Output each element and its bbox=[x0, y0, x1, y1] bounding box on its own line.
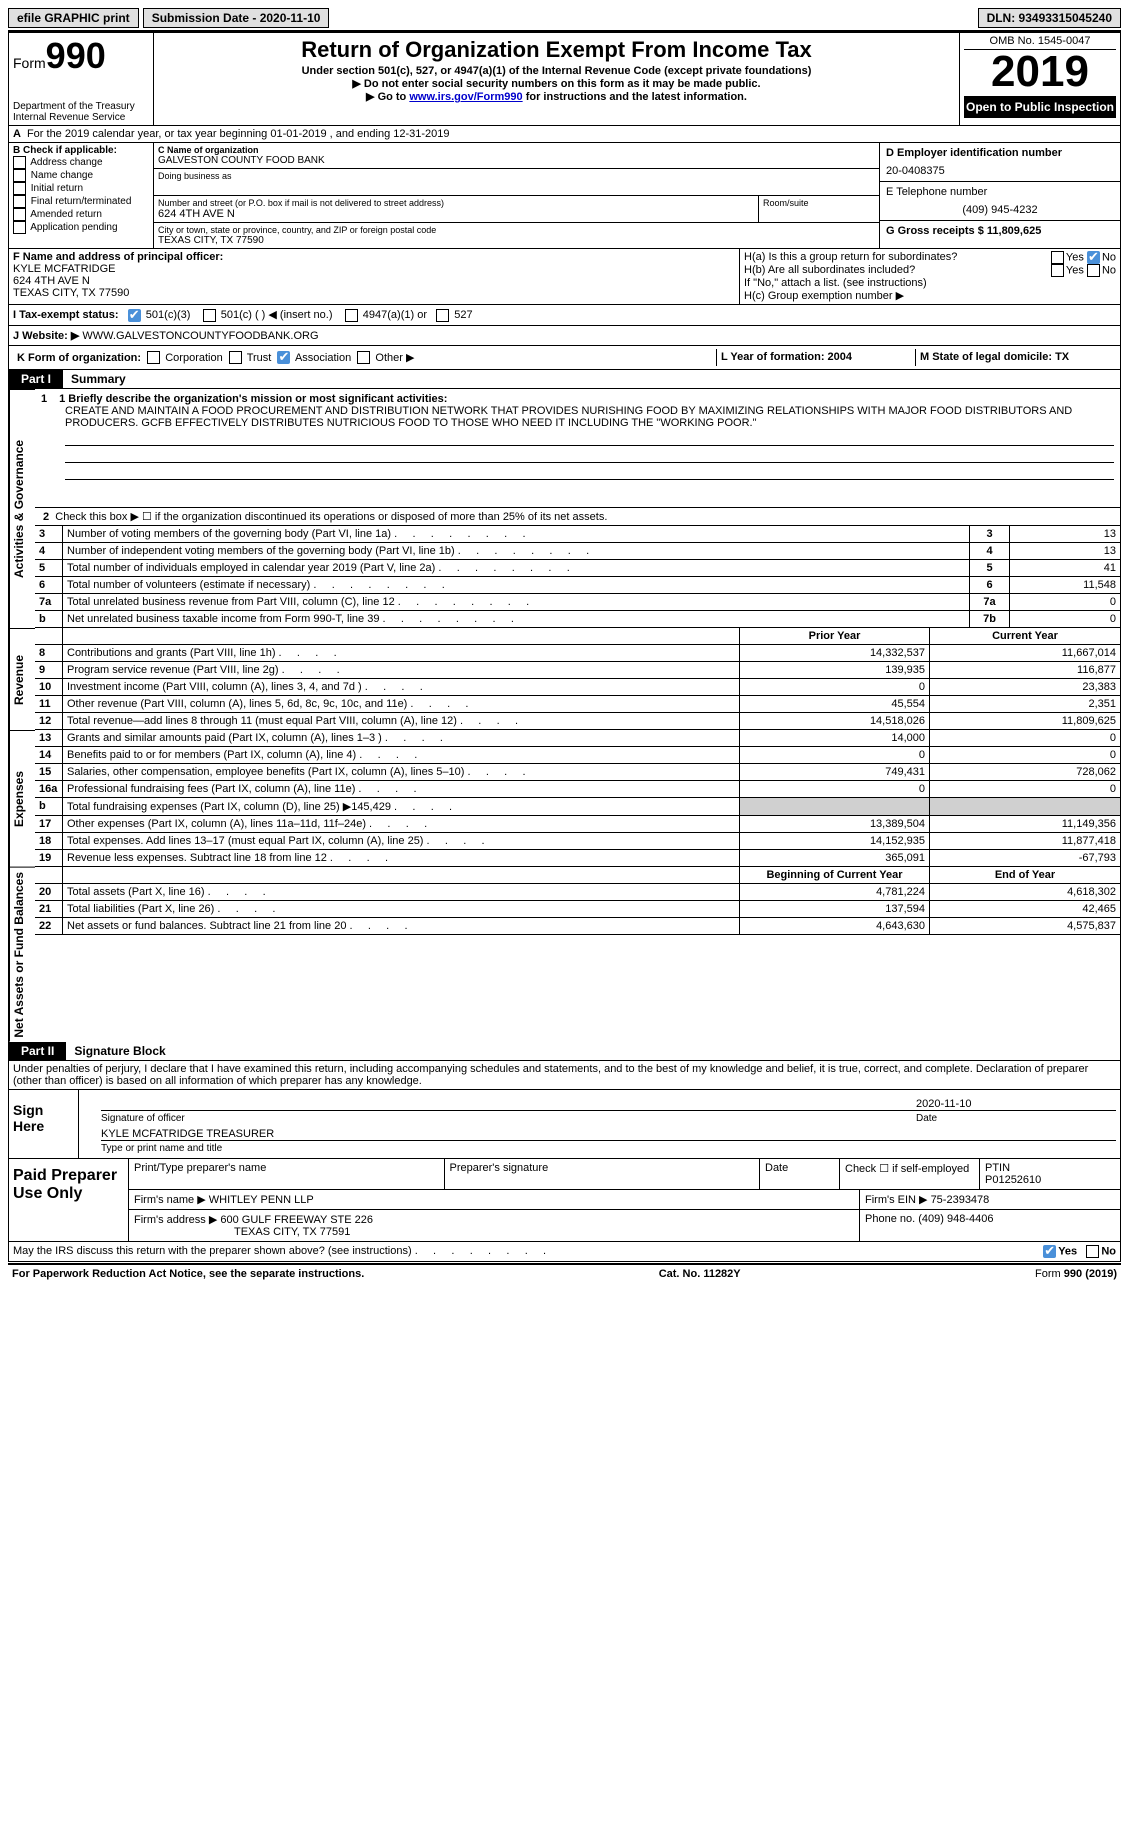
check-527[interactable] bbox=[436, 309, 449, 322]
header-begin-end: Beginning of Current YearEnd of Year bbox=[35, 867, 1120, 884]
line-5: 5Total number of individuals employed in… bbox=[35, 560, 1120, 577]
row-klm: K Form of organization: Corporation Trus… bbox=[8, 346, 1121, 371]
mission-block: 11 Briefly describe the organization's m… bbox=[35, 389, 1121, 508]
mission-text: CREATE AND MAINTAIN A FOOD PROCUREMENT A… bbox=[65, 405, 1114, 429]
row-fh: F Name and address of principal officer:… bbox=[8, 249, 1121, 305]
check-address-change[interactable]: Address change bbox=[13, 156, 149, 169]
gross-receipts: G Gross receipts $ 11,809,625 bbox=[886, 225, 1114, 237]
org-name: GALVESTON COUNTY FOOD BANK bbox=[158, 155, 875, 166]
firm-ein: 75-2393478 bbox=[931, 1194, 990, 1206]
header-prior-current: Prior YearCurrent Year bbox=[35, 628, 1120, 645]
officer-name: KYLE MCFATRIDGE bbox=[13, 263, 735, 275]
line-12: 12Total revenue—add lines 8 through 11 (… bbox=[35, 713, 1120, 730]
check-assoc[interactable] bbox=[277, 351, 290, 364]
line-b: bTotal fundraising expenses (Part IX, co… bbox=[35, 798, 1120, 816]
ha-yes-no[interactable]: Yes No bbox=[1051, 251, 1116, 264]
dln-label: DLN: 93493315045240 bbox=[978, 8, 1121, 28]
street-address: 624 4TH AVE N bbox=[158, 208, 754, 220]
line-18: 18Total expenses. Add lines 13–17 (must … bbox=[35, 833, 1120, 850]
tax-year: 2019 bbox=[964, 50, 1116, 94]
top-toolbar: efile GRAPHIC print Submission Date - 20… bbox=[8, 8, 1121, 28]
check-name-change[interactable]: Name change bbox=[13, 169, 149, 182]
discuss-row: May the IRS discuss this return with the… bbox=[8, 1242, 1121, 1262]
check-amended[interactable]: Amended return bbox=[13, 208, 149, 221]
line-13: 13Grants and similar amounts paid (Part … bbox=[35, 730, 1120, 747]
year-formation: L Year of formation: 2004 bbox=[716, 349, 916, 367]
officer-print-name: KYLE MCFATRIDGE TREASURER bbox=[101, 1128, 916, 1140]
city-state-zip: TEXAS CITY, TX 77590 bbox=[158, 235, 875, 246]
check-501c[interactable] bbox=[203, 309, 216, 322]
side-activities: Activities & Governance bbox=[9, 389, 35, 628]
side-net-assets: Net Assets or Fund Balances bbox=[9, 867, 35, 1042]
line-21: 21Total liabilities (Part X, line 26)137… bbox=[35, 901, 1120, 918]
firm-phone: (409) 948-4406 bbox=[918, 1213, 993, 1225]
check-corp[interactable] bbox=[147, 351, 160, 364]
sign-here-block: Sign Here 2020-11-10 Signature of office… bbox=[8, 1090, 1121, 1159]
website-url: WWW.GALVESTONCOUNTYFOODBANK.ORG bbox=[82, 330, 318, 342]
open-to-public: Open to Public Inspection bbox=[964, 96, 1116, 118]
line-19: 19Revenue less expenses. Subtract line 1… bbox=[35, 850, 1120, 867]
signature-declaration: Under penalties of perjury, I declare th… bbox=[8, 1061, 1121, 1090]
check-501c3[interactable] bbox=[128, 309, 141, 322]
hb-yes-no[interactable]: Yes No bbox=[1051, 264, 1116, 277]
line-9: 9Program service revenue (Part VIII, lin… bbox=[35, 662, 1120, 679]
line-4: 4Number of independent voting members of… bbox=[35, 543, 1120, 560]
paid-preparer-block: Paid Preparer Use Only Print/Type prepar… bbox=[8, 1159, 1121, 1242]
line-16a: 16aProfessional fundraising fees (Part I… bbox=[35, 781, 1120, 798]
part2-header: Part II Signature Block bbox=[8, 1042, 1121, 1061]
row-j-website: J Website: ▶ WWW.GALVESTONCOUNTYFOODBANK… bbox=[8, 326, 1121, 346]
footer-note: For Paperwork Reduction Act Notice, see … bbox=[8, 1263, 1121, 1283]
check-other[interactable] bbox=[357, 351, 370, 364]
part1-header: Part I Summary bbox=[8, 370, 1121, 389]
line-22: 22Net assets or fund balances. Subtract … bbox=[35, 918, 1120, 935]
form-number: Form990 bbox=[13, 35, 149, 77]
check-app-pending[interactable]: Application pending bbox=[13, 221, 149, 234]
subtitle-2: ▶ Do not enter social security numbers o… bbox=[158, 77, 955, 90]
firm-name: WHITLEY PENN LLP bbox=[209, 1194, 314, 1206]
check-4947[interactable] bbox=[345, 309, 358, 322]
line-2: 2 Check this box ▶ ☐ if the organization… bbox=[35, 508, 1121, 526]
submission-date: Submission Date - 2020-11-10 bbox=[143, 8, 330, 28]
line-8: 8Contributions and grants (Part VIII, li… bbox=[35, 645, 1120, 662]
part1-table: Activities & Governance 11 Briefly descr… bbox=[8, 389, 1121, 1042]
check-final-return[interactable]: Final return/terminated bbox=[13, 195, 149, 208]
line-10: 10Investment income (Part VIII, column (… bbox=[35, 679, 1120, 696]
row-a-tax-year: AFor the 2019 calendar year, or tax year… bbox=[8, 126, 1121, 143]
phone-value: (409) 945-4232 bbox=[886, 204, 1114, 216]
department-label: Department of the Treasury Internal Reve… bbox=[13, 101, 149, 123]
line-20: 20Total assets (Part X, line 16)4,781,22… bbox=[35, 884, 1120, 901]
irs-link[interactable]: www.irs.gov/Form990 bbox=[409, 91, 522, 103]
ptin-value: P01252610 bbox=[985, 1174, 1041, 1186]
ein-value: 20-0408375 bbox=[886, 165, 1114, 177]
form-title: Return of Organization Exempt From Incom… bbox=[158, 37, 955, 63]
form-header: Form990 Department of the Treasury Inter… bbox=[8, 30, 1121, 126]
row-i-tax-status: I Tax-exempt status: 501(c)(3) 501(c) ( … bbox=[8, 305, 1121, 326]
line-17: 17Other expenses (Part IX, column (A), l… bbox=[35, 816, 1120, 833]
sign-date: 2020-11-10 bbox=[916, 1098, 1116, 1110]
subtitle-1: Under section 501(c), 527, or 4947(a)(1)… bbox=[158, 65, 955, 77]
line-6: 6Total number of volunteers (estimate if… bbox=[35, 577, 1120, 594]
efile-button[interactable]: efile GRAPHIC print bbox=[8, 8, 139, 28]
check-initial-return[interactable]: Initial return bbox=[13, 182, 149, 195]
discuss-yes-no[interactable]: Yes No bbox=[1043, 1245, 1116, 1258]
subtitle-3: ▶ Go to www.irs.gov/Form990 for instruct… bbox=[158, 90, 955, 103]
state-domicile: M State of legal domicile: TX bbox=[916, 349, 1116, 367]
dba-value bbox=[158, 181, 875, 193]
line-7a: 7aTotal unrelated business revenue from … bbox=[35, 594, 1120, 611]
side-revenue: Revenue bbox=[9, 628, 35, 730]
col-b-checkboxes: B Check if applicable: Address change Na… bbox=[9, 143, 154, 248]
col-d-ein-phone: D Employer identification number 20-0408… bbox=[880, 143, 1120, 248]
line-11: 11Other revenue (Part VIII, column (A), … bbox=[35, 696, 1120, 713]
line-3: 3Number of voting members of the governi… bbox=[35, 526, 1120, 543]
section-bcd: B Check if applicable: Address change Na… bbox=[8, 143, 1121, 249]
line-14: 14Benefits paid to or for members (Part … bbox=[35, 747, 1120, 764]
check-trust[interactable] bbox=[229, 351, 242, 364]
line-7b: bNet unrelated business taxable income f… bbox=[35, 611, 1120, 628]
side-expenses: Expenses bbox=[9, 730, 35, 867]
line-15: 15Salaries, other compensation, employee… bbox=[35, 764, 1120, 781]
col-c-org-info: C Name of organization GALVESTON COUNTY … bbox=[154, 143, 880, 248]
